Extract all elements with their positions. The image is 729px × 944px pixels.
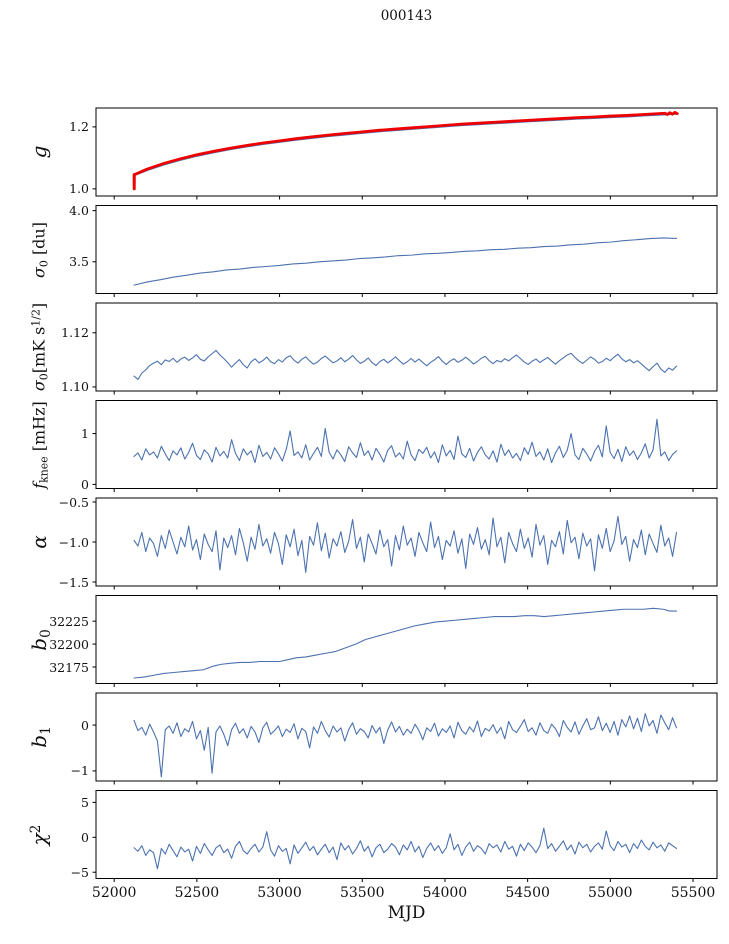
x-tick-label: 55500 — [670, 884, 716, 901]
panel-alpha — [92, 497, 718, 590]
x-tick-label: 52500 — [174, 884, 220, 901]
x-tick-label: 55000 — [588, 884, 633, 901]
y-tick-label-chi2: 0 — [81, 829, 89, 845]
panel-border — [95, 790, 718, 879]
panel-sigma0-mk — [92, 302, 718, 395]
x-tick-label: 54500 — [505, 884, 550, 901]
y-tick-label-sigma0-du: 4.0 — [69, 203, 89, 219]
ylabel-b1: b1 — [27, 726, 54, 748]
y-tick-label-b1: −1 — [70, 763, 89, 779]
panel-border — [95, 205, 718, 294]
panel-fknee — [92, 400, 718, 492]
ylabel-sigma0-mk: σ0[mK s1/2] — [29, 302, 51, 392]
chart-title: 000143 — [380, 8, 433, 24]
ylabel-g: g — [27, 145, 51, 159]
ylabel-alpha: α — [27, 535, 51, 549]
panel-border — [95, 595, 718, 684]
y-tick-label-chi2: −5 — [70, 864, 89, 880]
y-tick-label-g: 1.0 — [69, 181, 89, 197]
y-tick-label-g: 1.2 — [69, 119, 89, 135]
series-gain-fit — [132, 110, 679, 191]
panel-border — [95, 302, 718, 392]
panel-chi2 — [92, 790, 718, 882]
y-tick-label-b0: 32225 — [49, 613, 89, 629]
y-tick-label-sigma0-mk: 1.10 — [61, 379, 89, 395]
ylabel-sigma0-du: σ0 [du] — [29, 221, 51, 278]
y-tick-label-alpha: −0.5 — [58, 494, 89, 510]
ylabel-fknee: fknee [mHz] — [29, 400, 51, 489]
y-tick-label-fknee: 1 — [81, 426, 89, 442]
panel-border — [95, 400, 718, 489]
x-tick-label: 53000 — [257, 884, 302, 901]
y-tick-label-alpha: −1.5 — [58, 574, 89, 590]
y-tick-label-fknee: 0 — [81, 476, 89, 492]
y-tick-label-chi2: 5 — [81, 794, 89, 810]
x-tick-label: 52000 — [91, 884, 137, 901]
series-chi2-data — [133, 827, 678, 870]
series-gain-data — [133, 113, 678, 177]
series-fknee-data — [133, 418, 678, 464]
panel-b0 — [92, 595, 718, 687]
y-tick-label-b0: 32200 — [49, 636, 89, 652]
y-tick-label-alpha: −1.0 — [58, 534, 89, 550]
ylabel-b0: b0 — [27, 628, 54, 651]
ylabel-chi2: χ2 — [27, 824, 51, 845]
series-alpha-data — [133, 515, 678, 573]
series-sigma0-du-data — [133, 237, 678, 286]
panel-sigma0-du — [92, 205, 718, 297]
panel-b1 — [92, 692, 718, 785]
panel-border — [95, 107, 718, 197]
y-tick-label-b1: 0 — [81, 717, 89, 733]
y-tick-label-sigma0-du: 3.5 — [69, 254, 89, 270]
x-tick-label: 54000 — [422, 884, 468, 901]
series-b0-data — [133, 607, 678, 679]
series-sigma0-mk-data — [133, 349, 678, 380]
panel-border — [95, 692, 718, 782]
x-axis-label: MJD — [387, 903, 426, 923]
x-tick-label: 53500 — [339, 884, 385, 901]
panel-g — [92, 107, 718, 200]
y-tick-label-b0: 32175 — [49, 659, 89, 675]
series-b1-data — [133, 713, 678, 778]
y-tick-label-sigma0-mk: 1.12 — [61, 325, 89, 341]
